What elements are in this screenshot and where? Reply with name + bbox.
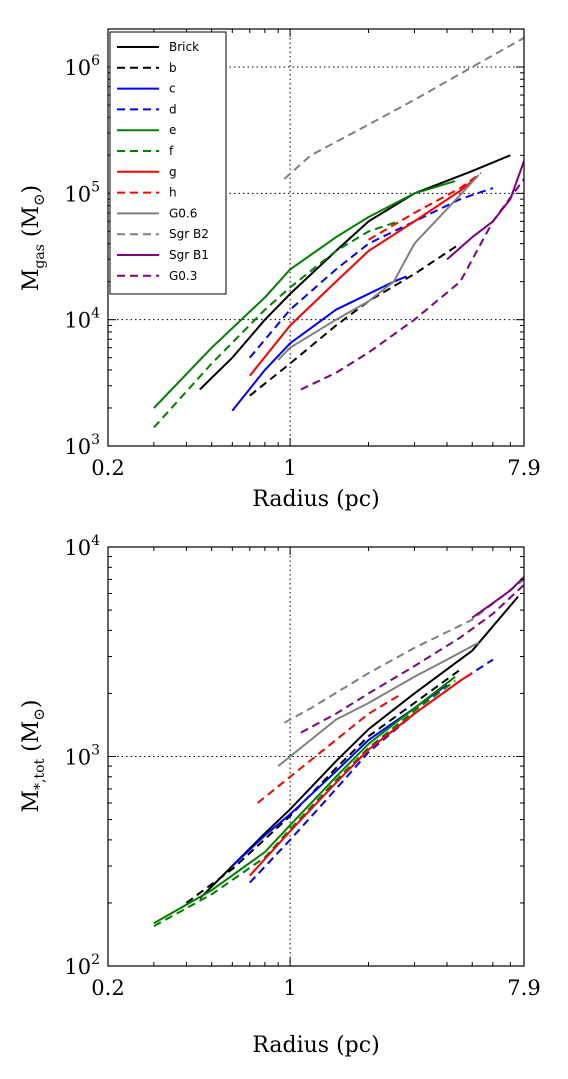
legend-label: G0.6 — [169, 206, 197, 220]
series-line-b — [249, 242, 461, 397]
series-line-g0-6 — [277, 174, 480, 361]
legend-entry-d: d — [117, 102, 177, 116]
tick-base: 10 — [64, 435, 91, 459]
x-tick-label: 1 — [283, 456, 296, 480]
x-axis-label: Radius (pc) — [252, 1033, 379, 1058]
legend-entry-sgr-b1: Sgr B1 — [117, 248, 209, 262]
x-tick-label: 0.2 — [91, 456, 124, 480]
y-tick-label: 103 — [64, 432, 100, 459]
tick-exponent: 2 — [91, 952, 100, 968]
tick-base: 10 — [64, 536, 91, 560]
legend-box — [109, 31, 227, 295]
legend-entry-brick: Brick — [117, 40, 199, 54]
legend-entry-g: g — [117, 165, 177, 179]
tick-base: 10 — [64, 182, 91, 206]
series-line-h — [368, 172, 482, 241]
legend-label: Sgr B2 — [169, 227, 209, 241]
y-tick-label: 105 — [64, 179, 100, 206]
series-line-b — [185, 668, 461, 904]
x-tick-label: 0.2 — [91, 976, 124, 1000]
series-line-g — [249, 672, 473, 877]
series-line-e — [153, 180, 456, 409]
y-axis-label: M*,tot (M⊙) — [19, 700, 48, 813]
y-axis-label: Mgas (M⊙) — [19, 185, 48, 291]
grid-lines — [108, 547, 524, 966]
series-line-sgr-b1 — [471, 576, 524, 619]
series-line-c — [231, 275, 407, 412]
series-line-g0-3 — [300, 584, 524, 734]
series-line-d — [249, 187, 494, 359]
tick-exponent: 6 — [91, 53, 100, 69]
series-line-d — [249, 658, 494, 884]
x-tick-label: 7.9 — [507, 976, 540, 1000]
legend-entry-sgr-b2: Sgr B2 — [117, 227, 209, 241]
legend-entry-g0-3: G0.3 — [117, 269, 197, 283]
x-tick-label: 1 — [283, 976, 296, 1000]
legend-label: e — [169, 123, 176, 137]
series-line-sgr-b2 — [283, 578, 524, 724]
legend-label: b — [169, 61, 177, 75]
tick-base: 10 — [64, 309, 91, 333]
legend-entry-e: e — [117, 123, 176, 137]
series-group — [153, 37, 524, 429]
tick-base: 10 — [64, 56, 91, 80]
legend-entry-g0-6: G0.6 — [117, 206, 197, 220]
legend-label: f — [169, 144, 174, 158]
series-line-h — [256, 692, 404, 804]
series-line-sgr-b2 — [283, 37, 524, 180]
legend-entry-c: c — [117, 82, 176, 96]
tick-exponent: 4 — [91, 306, 100, 322]
tick-base: 10 — [64, 746, 91, 770]
legend-entry-b: b — [117, 61, 177, 75]
legend-label: d — [169, 102, 177, 116]
tick-exponent: 5 — [91, 179, 100, 195]
y-tick-label: 106 — [64, 53, 100, 80]
series-line-brick — [199, 595, 519, 900]
plot-frame — [107, 28, 525, 447]
series-line-g — [249, 180, 473, 377]
y-tick-label: 103 — [64, 743, 100, 770]
legend-label: g — [169, 165, 177, 179]
tick-base: 10 — [64, 955, 91, 979]
legend-label: Sgr B1 — [169, 248, 209, 262]
legend-label: G0.3 — [169, 269, 197, 283]
tick-exponent: 4 — [91, 533, 100, 549]
tick-exponent: 3 — [91, 743, 100, 759]
y-tick-label: 104 — [64, 306, 100, 333]
legend-label: h — [169, 186, 177, 200]
legend-entry-h: h — [117, 186, 177, 200]
legend-label: Brick — [169, 40, 199, 54]
series-line-f — [153, 679, 456, 927]
legend-label: c — [169, 82, 176, 96]
series-group — [153, 576, 524, 927]
y-tick-label: 102 — [64, 952, 100, 979]
series-line-g0-6 — [277, 641, 480, 767]
legend-entry-f: f — [117, 144, 174, 158]
axis-ticks — [107, 546, 525, 967]
series-line-f — [153, 220, 399, 429]
x-axis-label: Radius (pc) — [252, 487, 379, 512]
series-line-e — [153, 676, 456, 925]
series-line-g0-3 — [300, 178, 524, 391]
x-tick-label: 7.9 — [507, 456, 540, 480]
tick-exponent: 3 — [91, 432, 100, 448]
y-tick-label: 104 — [64, 533, 100, 560]
